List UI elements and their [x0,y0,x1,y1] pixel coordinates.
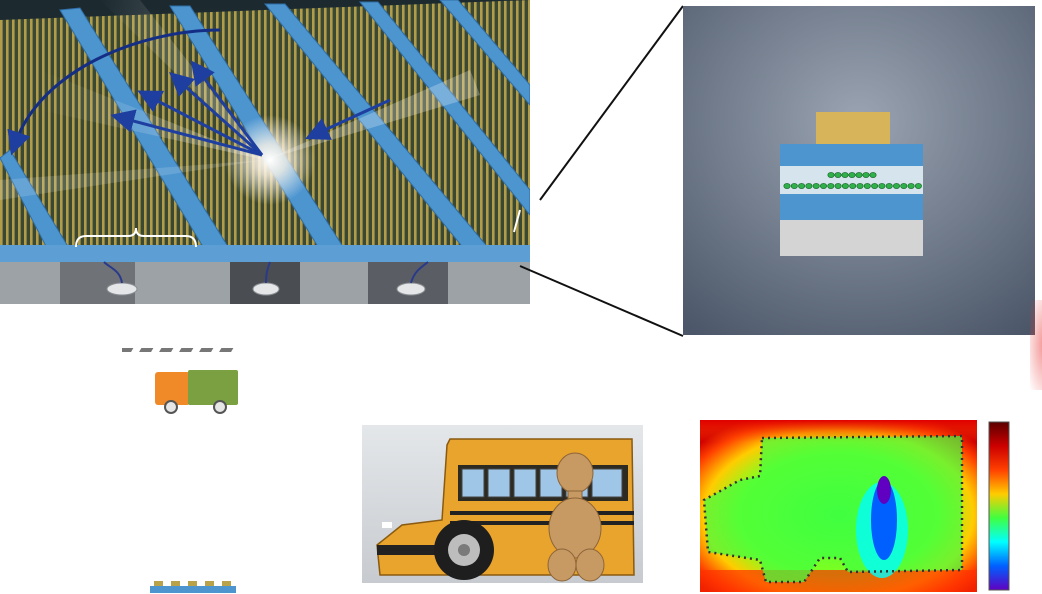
top-blue-layer [780,144,923,166]
dash-mark [159,348,174,352]
quantum-dot [856,183,864,189]
quantum-dot [827,183,835,189]
quantum-dot [855,172,863,178]
quantum-dot [812,183,820,189]
quantum-dot [841,172,849,178]
reconstructed-heatmap [700,420,977,592]
bus-wheel [434,520,494,580]
quantum-dot [848,172,856,178]
sensor-strip-icon [148,578,238,594]
gold-contact [816,112,890,144]
truck-icon [122,340,252,420]
dash-mark [219,348,234,352]
wooden-mannequin [547,452,605,582]
quantum-dot [798,183,806,189]
dash-mark [139,348,154,352]
heatmap-colorbar [988,421,1010,591]
quantum-dot [885,183,893,189]
quantum-dot [900,183,908,189]
quantum-dot [914,183,922,189]
light-flare [225,115,315,205]
quantum-dot [834,172,842,178]
bottom-blue-layer [780,194,923,220]
quantum-dot [907,183,915,189]
quantum-dot [827,172,835,178]
school-bus-photo [362,425,643,583]
strip-pixel [154,581,163,586]
rear-wheel [213,400,227,414]
dash-mark [122,348,134,352]
dash-mark [179,348,194,352]
strip-pixel [222,581,231,586]
quantum-dot-row-upper [827,172,877,178]
strip-pixel [171,581,180,586]
quantum-dot [862,172,870,178]
quantum-dot [871,183,879,189]
solar-array-drawing [0,0,530,304]
front-wheel [164,400,178,414]
pixel-cross-section [683,6,1035,335]
quantum-dot [790,183,798,189]
base-band [0,245,530,304]
quantum-dot-row-lower [783,183,922,189]
truck-cab [155,372,190,405]
quantum-dot [841,183,849,189]
truck-cargo [188,370,238,405]
dash-row [122,348,234,352]
quantum-dot [869,172,877,178]
substrate-layer [780,220,923,256]
active-layer [780,166,923,194]
cross-section-drawing [683,6,1035,335]
quantum-dot [893,183,901,189]
dash-mark [199,348,214,352]
brace [75,227,197,248]
strip-pixel [188,581,197,586]
quantum-dot [878,183,886,189]
strip-pixel [205,581,214,586]
quantum-dot [834,183,842,189]
quantum-dot [849,183,857,189]
red-edge-glow [1030,300,1042,390]
solar-array-illustration [0,0,530,304]
quantum-dot [783,183,791,189]
quantum-dot [805,183,813,189]
quantum-dot [863,183,871,189]
person-signal-core [871,480,897,560]
reflection-arrows [7,28,391,157]
quantum-dot [820,183,828,189]
